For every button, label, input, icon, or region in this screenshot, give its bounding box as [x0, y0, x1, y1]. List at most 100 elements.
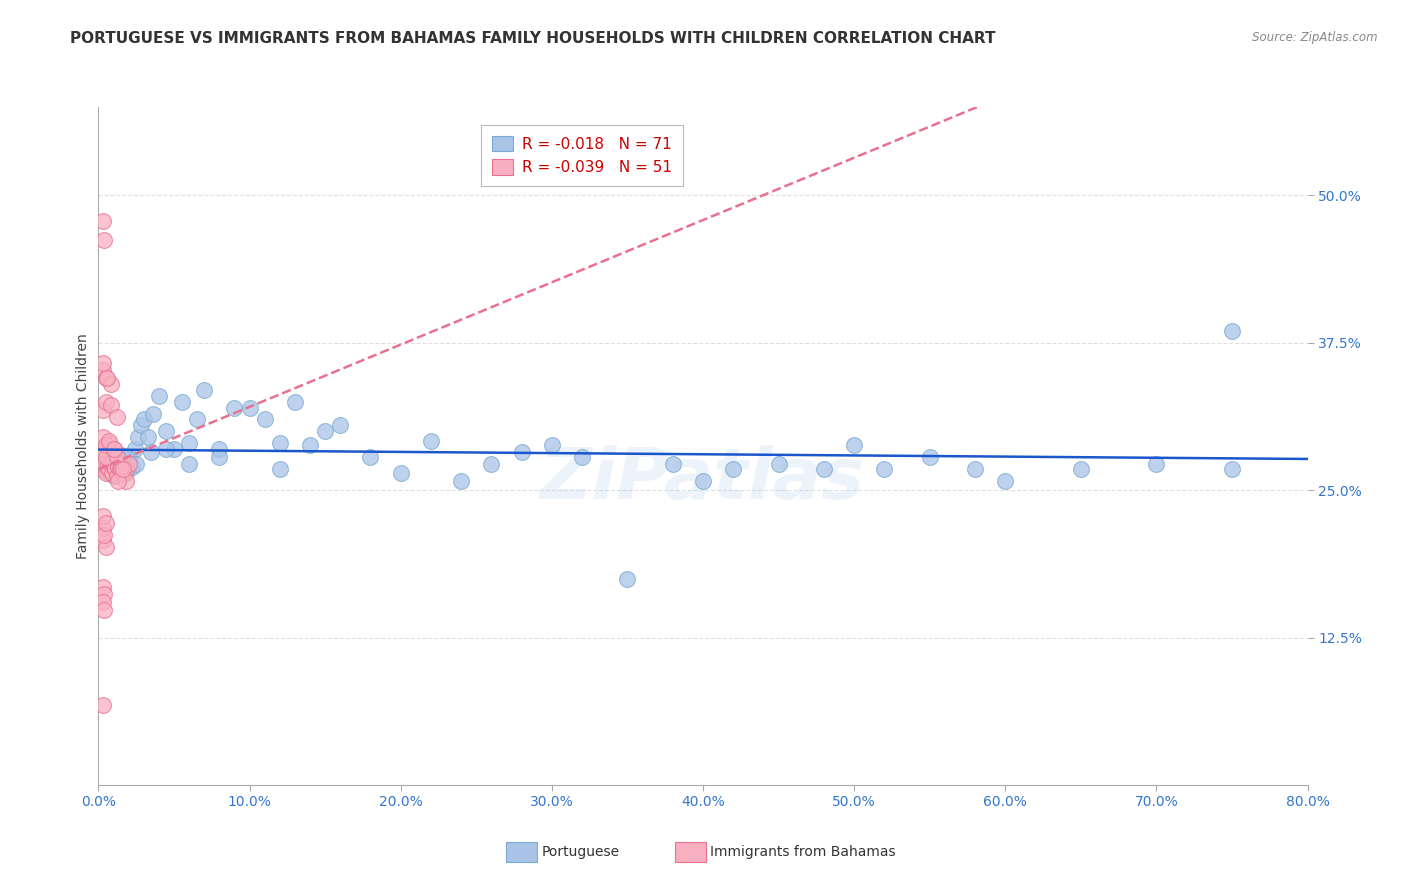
Point [91, 595, 114, 609]
Point [110, 462, 132, 476]
Point [94, 516, 117, 531]
Point [107, 459, 129, 474]
Point [224, 401, 246, 415]
Point [91, 214, 114, 228]
Point [96, 457, 118, 471]
Text: ZiPatlas: ZiPatlas [540, 445, 866, 515]
Point [93, 603, 115, 617]
Point [100, 462, 122, 476]
Point [94, 466, 117, 480]
Point [540, 438, 562, 452]
Point [94, 371, 117, 385]
Point [105, 410, 128, 425]
Point [91, 521, 114, 535]
Point [571, 450, 593, 465]
Point [111, 462, 134, 476]
Point [179, 457, 201, 471]
Point [94, 462, 117, 476]
Point [314, 424, 336, 438]
Point [360, 450, 382, 465]
Point [103, 459, 125, 474]
Point [91, 459, 114, 474]
Point [98, 436, 121, 450]
Point [104, 462, 127, 476]
Point [132, 412, 155, 426]
Point [1220, 324, 1243, 338]
Point [93, 528, 115, 542]
Point [284, 394, 307, 409]
Point [163, 442, 186, 456]
Point [105, 450, 128, 465]
Point [124, 442, 146, 456]
Point [91, 509, 114, 524]
Point [118, 450, 141, 465]
Point [768, 457, 790, 471]
Text: PORTUGUESE VS IMMIGRANTS FROM BAHAMAS FAMILY HOUSEHOLDS WITH CHILDREN CORRELATIO: PORTUGUESE VS IMMIGRANTS FROM BAHAMAS FA… [70, 31, 995, 46]
Point [110, 457, 132, 471]
Point [253, 412, 276, 426]
Point [110, 448, 132, 462]
Point [965, 462, 987, 476]
Point [91, 363, 114, 377]
Point [103, 442, 125, 456]
Point [1220, 462, 1243, 476]
Point [107, 474, 129, 488]
Point [105, 454, 128, 468]
Point [239, 401, 262, 415]
Point [723, 462, 745, 476]
Point [98, 466, 121, 480]
Point [107, 462, 129, 476]
Point [510, 445, 533, 459]
Point [129, 418, 152, 433]
Point [91, 580, 114, 594]
Point [91, 462, 114, 476]
Y-axis label: Family Households with Children: Family Households with Children [76, 333, 90, 559]
Point [299, 438, 322, 452]
Point [111, 462, 134, 476]
Point [98, 462, 121, 476]
Point [96, 459, 118, 474]
Point [94, 540, 117, 554]
Point [96, 371, 118, 385]
Point [148, 389, 170, 403]
Legend: R = -0.018   N = 71, R = -0.039   N = 51: R = -0.018 N = 71, R = -0.039 N = 51 [481, 125, 683, 186]
Point [103, 469, 125, 483]
Point [616, 572, 638, 586]
Text: Source: ZipAtlas.com: Source: ZipAtlas.com [1253, 31, 1378, 45]
Point [114, 462, 136, 476]
Point [136, 430, 159, 444]
Point [94, 438, 117, 452]
Point [692, 474, 714, 488]
Point [91, 403, 114, 417]
Point [918, 450, 941, 465]
Point [91, 698, 114, 712]
Point [141, 445, 163, 459]
Point [813, 462, 835, 476]
Point [873, 462, 896, 476]
Point [114, 450, 136, 465]
Point [193, 383, 215, 397]
Point [93, 457, 115, 471]
Point [186, 412, 208, 426]
Point [389, 466, 412, 480]
Point [170, 394, 193, 409]
Point [91, 533, 114, 547]
Point [450, 474, 472, 488]
Point [420, 434, 443, 448]
Point [208, 450, 231, 465]
Point [1144, 457, 1167, 471]
Point [105, 469, 128, 483]
Point [100, 457, 122, 471]
Point [103, 442, 125, 456]
Point [112, 457, 135, 471]
Point [101, 466, 124, 480]
Point [994, 474, 1017, 488]
Point [100, 398, 122, 412]
Point [844, 438, 866, 452]
Point [118, 457, 141, 471]
Point [94, 450, 117, 465]
Point [155, 442, 177, 456]
Point [114, 474, 136, 488]
Point [91, 430, 114, 444]
Point [125, 457, 148, 471]
